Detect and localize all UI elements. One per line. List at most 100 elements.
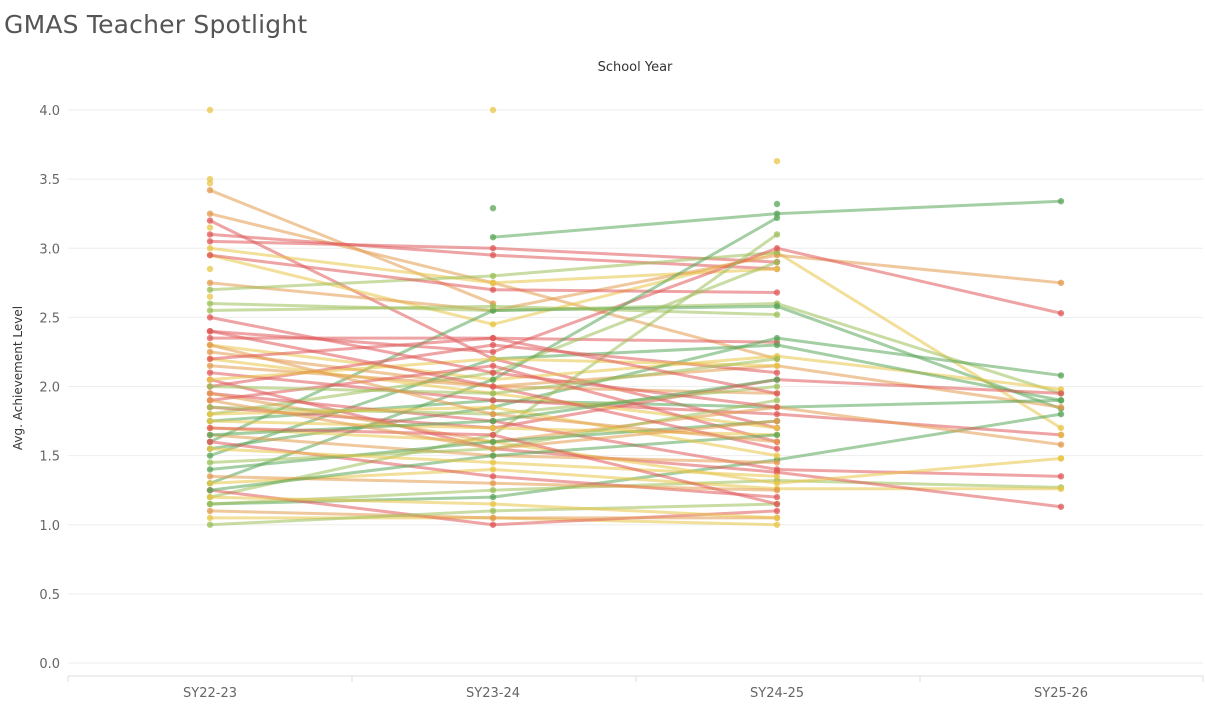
data-point[interactable] (489, 410, 497, 418)
data-point[interactable] (206, 376, 214, 383)
data-point[interactable] (773, 438, 781, 445)
data-point[interactable] (489, 459, 497, 466)
data-point[interactable] (206, 279, 214, 287)
data-point[interactable] (206, 500, 214, 508)
data-point[interactable] (489, 233, 497, 241)
data-point[interactable] (489, 303, 497, 310)
data-point[interactable] (773, 369, 781, 376)
series-line[interactable] (206, 473, 781, 494)
data-point[interactable] (773, 355, 781, 363)
data-point[interactable] (206, 445, 214, 452)
data-point[interactable] (773, 200, 781, 208)
series-line[interactable] (206, 303, 781, 318)
data-point[interactable] (206, 328, 214, 335)
data-point[interactable] (206, 410, 214, 418)
data-point[interactable] (489, 431, 497, 439)
series-line[interactable] (1057, 455, 1065, 462)
data-point[interactable] (773, 157, 781, 165)
series-line[interactable] (206, 493, 781, 522)
series-line[interactable] (206, 355, 781, 397)
data-point[interactable] (206, 334, 214, 342)
series-line[interactable] (206, 224, 214, 231)
data-point[interactable] (773, 521, 781, 528)
data-point[interactable] (489, 500, 497, 508)
data-point[interactable] (206, 307, 214, 314)
data-point[interactable] (773, 362, 781, 369)
data-point[interactable] (773, 480, 781, 487)
data-point[interactable] (773, 390, 781, 397)
data-point[interactable] (489, 355, 497, 363)
data-point[interactable] (773, 486, 781, 494)
data-point[interactable] (773, 459, 781, 466)
data-point[interactable] (1057, 372, 1065, 379)
data-point[interactable] (773, 245, 781, 252)
data-point[interactable] (206, 217, 214, 224)
data-point[interactable] (773, 500, 781, 508)
data-point[interactable] (1057, 485, 1065, 493)
data-point[interactable] (489, 438, 497, 445)
data-point[interactable] (206, 265, 214, 273)
data-point[interactable] (489, 334, 497, 342)
data-point[interactable] (773, 410, 781, 418)
data-point[interactable] (1057, 410, 1065, 418)
data-point[interactable] (1057, 455, 1065, 462)
series-line[interactable] (773, 200, 781, 208)
series-line[interactable] (206, 265, 214, 273)
data-point[interactable] (773, 376, 781, 383)
data-point[interactable] (206, 431, 214, 439)
data-point[interactable] (773, 445, 781, 452)
data-point[interactable] (206, 486, 214, 494)
data-point[interactable] (206, 251, 214, 259)
data-point[interactable] (206, 473, 214, 480)
data-point[interactable] (489, 251, 497, 259)
data-point[interactable] (489, 272, 497, 280)
data-point[interactable] (1057, 310, 1065, 317)
series-line[interactable] (206, 376, 781, 439)
series-line[interactable] (206, 251, 781, 296)
data-point[interactable] (206, 521, 214, 528)
data-point[interactable] (206, 514, 214, 522)
data-point[interactable] (206, 106, 214, 114)
data-point[interactable] (206, 286, 214, 293)
series-line[interactable] (206, 334, 781, 397)
data-point[interactable] (489, 507, 497, 515)
data-point[interactable] (489, 383, 497, 390)
series-line[interactable] (206, 397, 781, 452)
data-point[interactable] (773, 258, 781, 266)
data-point[interactable] (1057, 424, 1065, 432)
data-point[interactable] (206, 238, 214, 245)
data-point[interactable] (206, 180, 214, 187)
data-point[interactable] (489, 348, 497, 356)
data-point[interactable] (489, 445, 497, 452)
series-line[interactable] (1057, 431, 1065, 439)
data-point[interactable] (206, 493, 214, 501)
data-point[interactable] (773, 289, 781, 296)
data-point[interactable] (489, 521, 497, 528)
data-point[interactable] (206, 341, 214, 349)
data-point[interactable] (489, 369, 497, 376)
data-point[interactable] (206, 355, 214, 363)
data-point[interactable] (489, 321, 497, 328)
data-point[interactable] (489, 204, 497, 212)
data-point[interactable] (489, 286, 497, 293)
data-point[interactable] (773, 231, 781, 238)
data-point[interactable] (773, 311, 781, 318)
data-point[interactable] (773, 397, 781, 404)
data-point[interactable] (206, 466, 214, 473)
data-point[interactable] (206, 231, 214, 238)
data-point[interactable] (206, 348, 214, 356)
data-point[interactable] (773, 493, 781, 501)
data-point[interactable] (489, 397, 497, 404)
data-point[interactable] (206, 507, 214, 515)
data-point[interactable] (206, 369, 214, 376)
data-point[interactable] (489, 493, 497, 501)
data-point[interactable] (206, 300, 214, 307)
data-point[interactable] (206, 186, 214, 194)
data-point[interactable] (489, 279, 497, 287)
data-point[interactable] (1057, 390, 1065, 397)
series-line[interactable] (489, 204, 497, 212)
data-point[interactable] (773, 404, 781, 411)
data-point[interactable] (206, 424, 214, 432)
data-point[interactable] (489, 473, 497, 480)
